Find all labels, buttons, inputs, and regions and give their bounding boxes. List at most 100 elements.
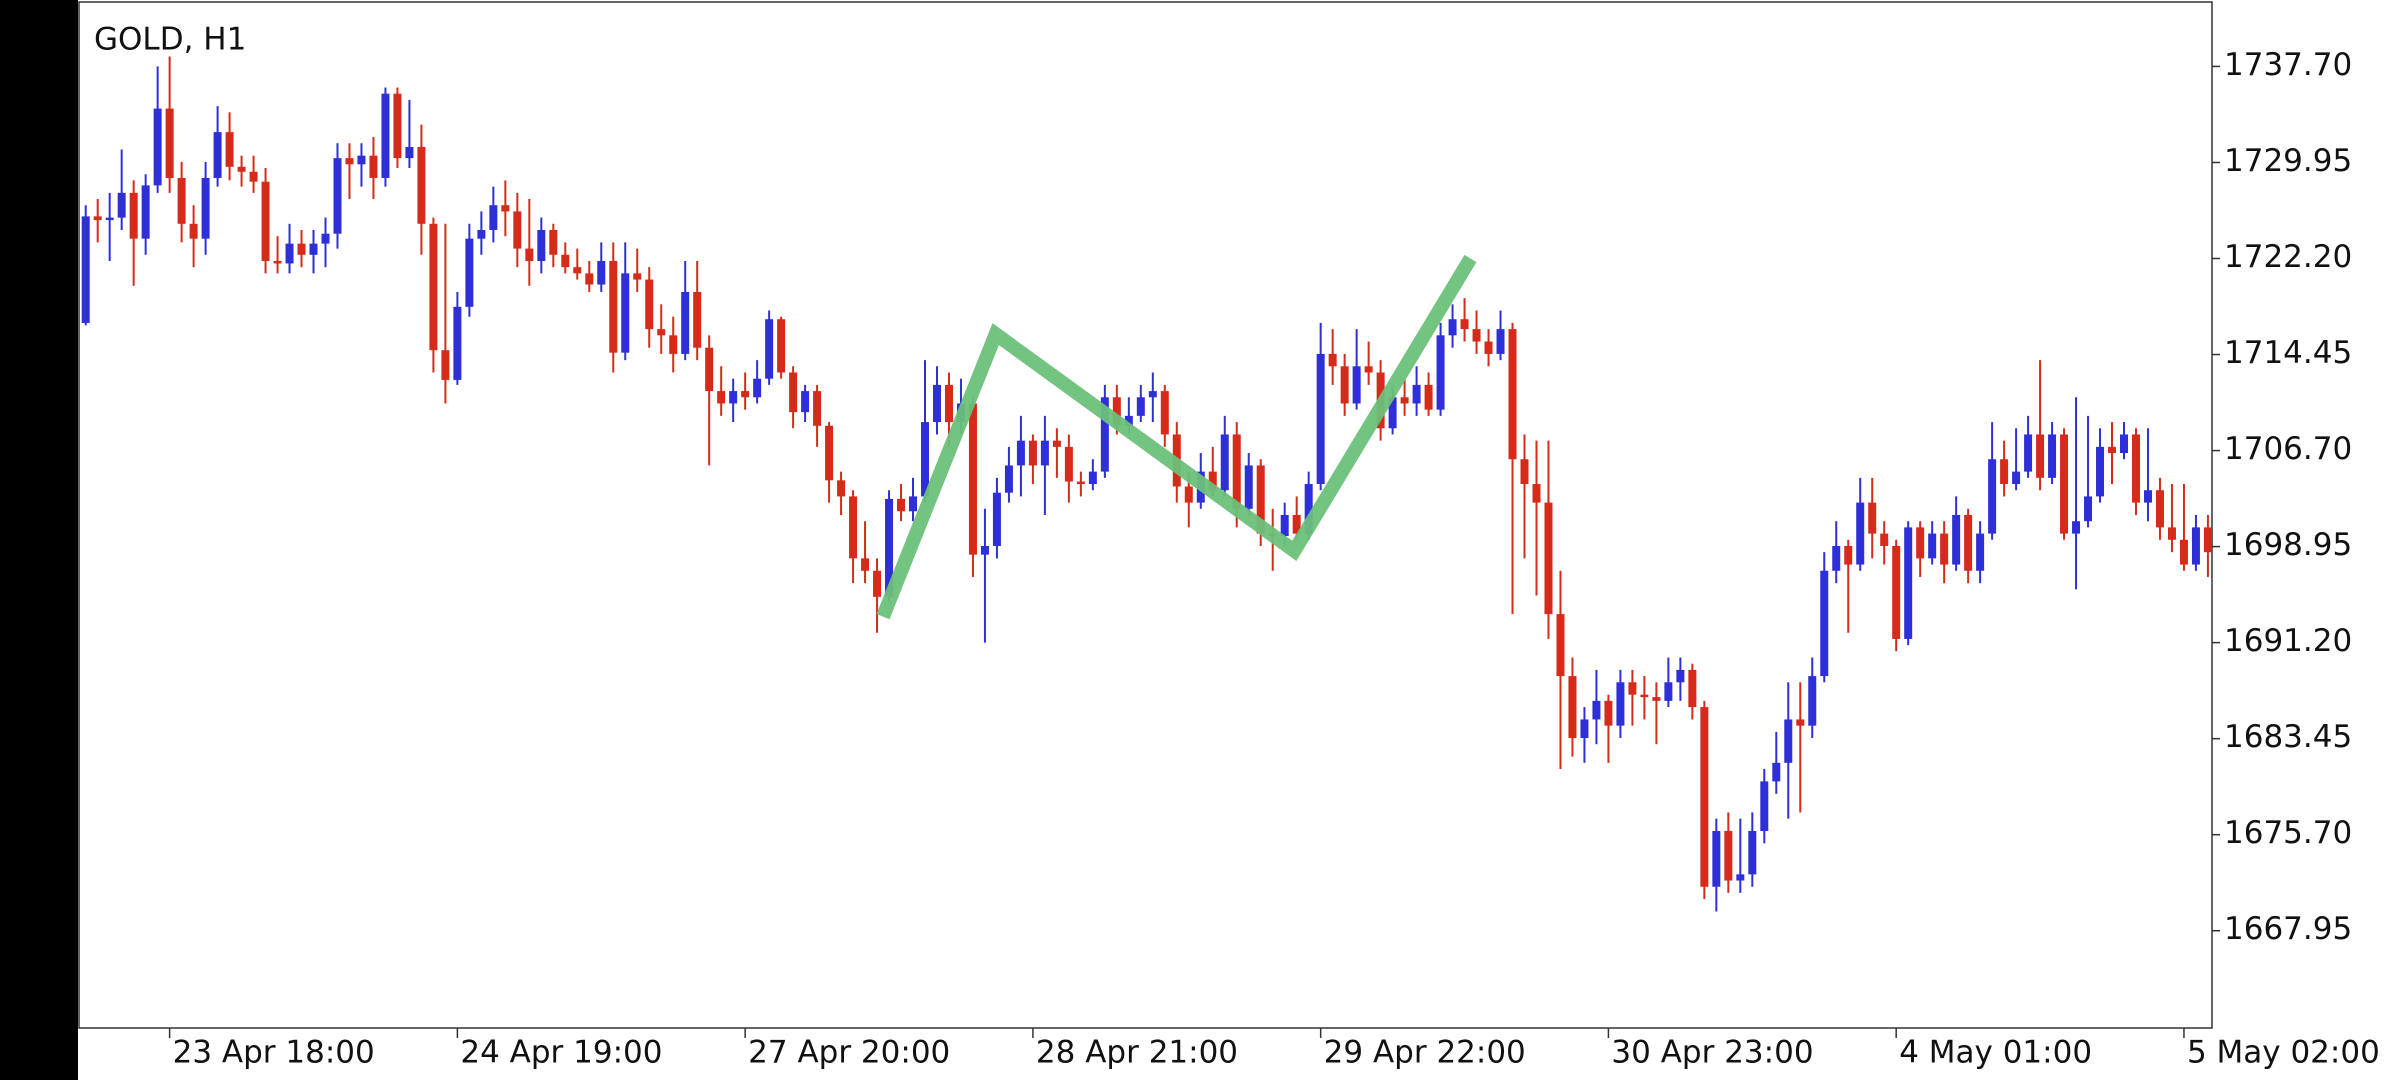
candle-body <box>237 166 246 172</box>
candle-body <box>1928 533 1937 559</box>
candle-body <box>537 230 546 261</box>
candle-body <box>980 545 989 555</box>
candle-body <box>1880 533 1889 546</box>
candle-body <box>1352 366 1361 404</box>
y-tick-label: 1667.95 <box>2224 911 2352 947</box>
candle-body <box>1364 366 1373 373</box>
y-tick-label: 1729.95 <box>2224 143 2352 179</box>
candle-body <box>1652 697 1661 701</box>
candle-body <box>1304 484 1313 534</box>
candle-body <box>1904 527 1913 639</box>
candle-body <box>837 480 846 497</box>
candle-body <box>1952 515 1961 565</box>
candle-body <box>1400 397 1409 404</box>
candle-body <box>609 260 618 353</box>
candle-body <box>93 216 102 221</box>
x-tick-label: 28 Apr 21:00 <box>1036 1035 1238 1071</box>
candle-body <box>405 146 414 159</box>
candle-body <box>561 254 570 268</box>
candle-body <box>1580 719 1589 739</box>
candle-body <box>165 108 174 178</box>
x-tick-label: 30 Apr 23:00 <box>1611 1035 1813 1071</box>
candle-body <box>597 260 606 285</box>
candle-body <box>1184 486 1193 503</box>
candle-body <box>753 378 762 398</box>
candle-body <box>1964 515 1973 571</box>
candle-body <box>453 306 462 380</box>
y-tick-label: 1698.95 <box>2224 527 2352 563</box>
candle-body <box>129 192 138 239</box>
candle-body <box>909 496 918 512</box>
candle-body <box>789 372 798 413</box>
candle-body <box>992 492 1001 546</box>
candle-body <box>657 329 666 336</box>
candle-body <box>1436 335 1445 410</box>
y-tick-label: 1722.20 <box>2224 239 2352 275</box>
candle-body <box>885 498 894 597</box>
candle-body <box>693 291 702 348</box>
candle-body <box>201 177 210 239</box>
candle-body <box>1856 502 1865 565</box>
x-tick-label: 24 Apr 19:00 <box>460 1035 662 1071</box>
candle-body <box>1388 397 1397 429</box>
candle-body <box>189 223 198 239</box>
candle-body <box>717 391 726 404</box>
x-tick-label: 4 May 01:00 <box>1899 1035 2092 1071</box>
candle-body <box>777 319 786 373</box>
candle-body <box>825 425 834 481</box>
candle-body <box>369 155 378 178</box>
candle-body <box>417 146 426 224</box>
candle-body <box>1544 502 1553 615</box>
candle-body <box>1688 669 1697 708</box>
candle-body <box>1976 533 1985 571</box>
candle-body <box>1088 471 1097 485</box>
candle-body <box>1136 397 1145 416</box>
candle-body <box>1004 465 1013 493</box>
candle-body <box>1316 353 1325 485</box>
candle-body <box>1460 319 1469 330</box>
candle-body <box>729 391 738 404</box>
candle-body <box>1064 446 1073 482</box>
candle-body <box>813 391 822 426</box>
candle-body <box>309 243 318 255</box>
candle-body <box>489 205 498 230</box>
candle-body <box>1244 465 1253 509</box>
candle-body <box>1832 545 1841 571</box>
candle-body <box>141 185 150 239</box>
candle-body <box>681 291 690 354</box>
candle-body <box>1628 682 1637 695</box>
candle-body <box>273 260 282 264</box>
candle-body <box>1892 545 1901 639</box>
candle-body <box>2143 490 2152 503</box>
candle-body <box>585 273 594 285</box>
candle-body <box>1028 440 1037 466</box>
candle-body <box>525 248 534 261</box>
candle-body <box>765 319 774 379</box>
candle-body <box>2191 527 2200 565</box>
candle-body <box>1052 440 1061 447</box>
candle-body <box>2036 434 2045 478</box>
candle-body <box>1424 384 1433 410</box>
candle-body <box>1868 502 1877 534</box>
candle-body <box>741 391 750 398</box>
candle-body <box>117 192 126 218</box>
candle-body <box>1988 459 1997 534</box>
candle-body <box>1556 614 1565 677</box>
candle-body <box>1040 440 1049 466</box>
candle-body <box>2084 496 2093 522</box>
candle-body <box>1412 384 1421 404</box>
candle-body <box>1508 329 1517 460</box>
candle-body <box>177 177 186 224</box>
zigzag-pattern <box>876 254 1477 620</box>
candle-body <box>1616 682 1625 726</box>
candle-body <box>2024 434 2033 472</box>
candle-body <box>1736 874 1745 881</box>
candle-body <box>225 132 234 167</box>
candle-body <box>2120 434 2128 454</box>
candle-body <box>968 403 977 555</box>
candle-body <box>441 350 450 380</box>
x-tick-label: 23 Apr 18:00 <box>173 1035 375 1071</box>
candle-body <box>1844 545 1853 565</box>
candle-body <box>1148 391 1157 398</box>
